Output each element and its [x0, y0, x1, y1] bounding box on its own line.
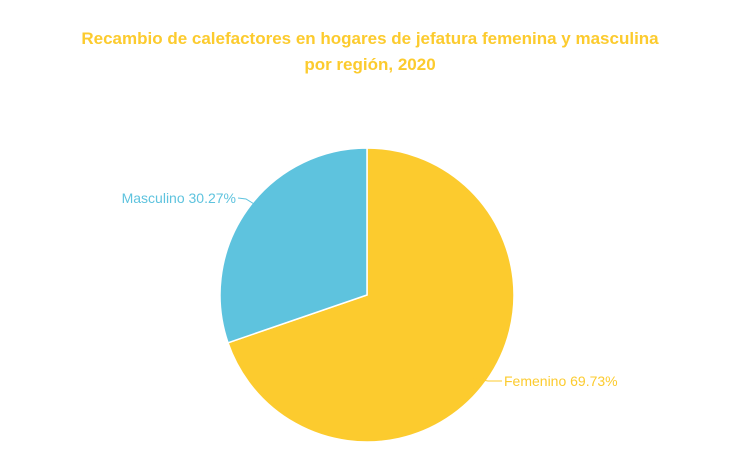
slice-label-femenino: Femenino 69.73%	[504, 373, 618, 389]
slice-label-masculino: Masculino 30.27%	[122, 190, 236, 206]
